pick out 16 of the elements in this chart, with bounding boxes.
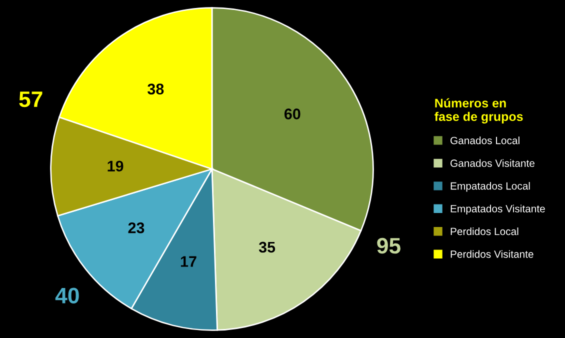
data-label: 35 — [258, 242, 276, 253]
data-label: 38 — [148, 84, 164, 95]
legend-label: Empatados Visitante — [450, 204, 545, 214]
data-label: 19 — [108, 160, 124, 172]
legend-label: Empatados Local — [450, 182, 530, 192]
data-label: 17 — [180, 256, 196, 267]
data-label: 23 — [128, 222, 144, 234]
legend-label: Ganados Local — [450, 136, 520, 144]
legend-label: Perdidos Local — [450, 227, 518, 236]
text: 95 — [377, 238, 400, 254]
legend-title: Números en fase de grupos — [434, 98, 523, 124]
legend-label: Ganados Visitante — [450, 159, 534, 167]
text: 57 — [19, 92, 42, 108]
text: 40 — [55, 288, 79, 304]
legend-label: Perdidos Visitante — [450, 250, 534, 258]
data-label: 60 — [284, 108, 300, 120]
